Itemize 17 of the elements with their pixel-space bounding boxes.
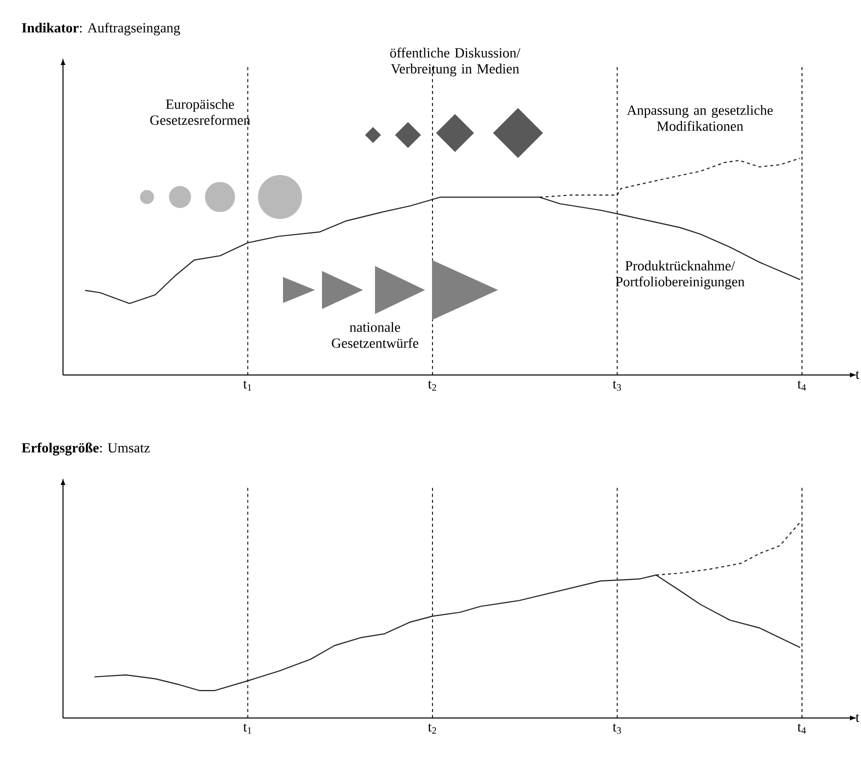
x-tick-label: t$_{4}$ [797, 380, 806, 391]
x-tick-label: t$_{4}$ [797, 724, 806, 734]
x-tick-label: t$_{3}$ [612, 380, 621, 391]
x-tick-label: t$_{3}$ [612, 724, 621, 734]
x-axis-title: t [856, 370, 860, 379]
chart-title: Indikator: Auftragseingang [22, 22, 180, 36]
annotation: Produktrücknahme/ Portfoliobereinigungen [616, 260, 745, 290]
x-axis-title: t [856, 714, 860, 722]
x-tick-label: t$_{2}$ [428, 380, 436, 391]
annotation: nationale Gesetzentwürfe [332, 322, 418, 348]
chart-title: Erfolgsgröße: Umsatz [22, 442, 150, 456]
x-tick-label: t$_{2}$ [428, 724, 436, 734]
text: Europäische Gesetzesreformen [150, 99, 250, 125]
text: öffentliche Diskussion/ Verbreitung in Medien [390, 48, 520, 76]
x-tick-label: t$_{1}$ [243, 724, 252, 734]
x-tick-label: t$_{1}$ [243, 380, 252, 391]
text: Anpassung an gesetzliche Modifikationen [626, 105, 773, 131]
